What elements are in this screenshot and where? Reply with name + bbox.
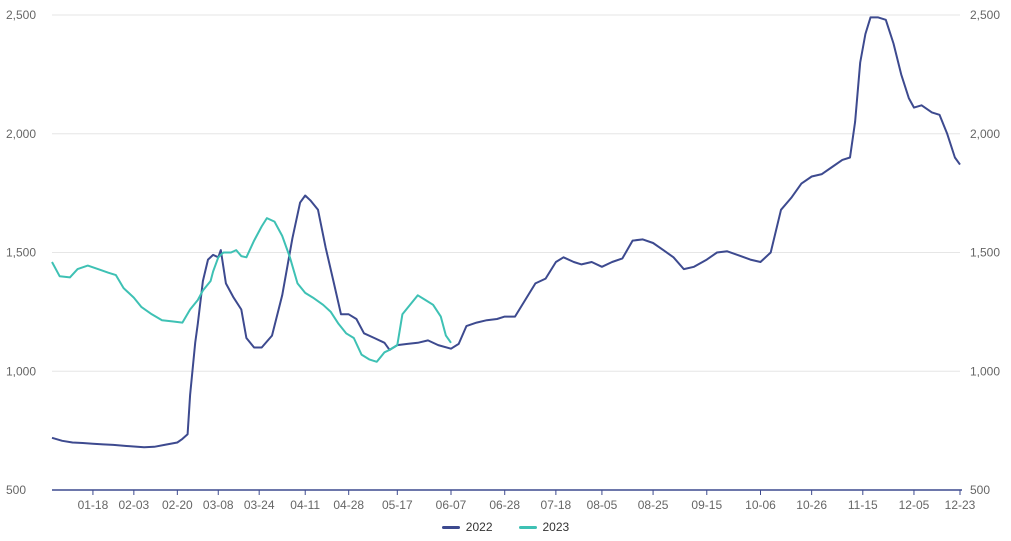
x-tick-label: 11-15 <box>848 498 878 512</box>
legend-swatch-2022 <box>441 525 460 529</box>
y-tick-label-right: 1,500 <box>970 246 1000 260</box>
x-tick-label: 03-08 <box>203 498 234 512</box>
x-tick-label: 03-24 <box>244 498 275 512</box>
series-lines <box>51 16 961 449</box>
legend-label-2022: 2022 <box>465 520 493 534</box>
series-line-2023[interactable] <box>51 217 452 363</box>
y-axis-right: 500 1,000 1,500 2,000 2,500 <box>970 8 1000 497</box>
y-tick-label-right: 1,000 <box>970 364 1000 378</box>
x-tick-label: 04-11 <box>290 498 320 512</box>
x-tick-label: 04-28 <box>333 498 364 512</box>
line-chart: 500 1,000 1,500 2,000 2,500 500 1,000 1,500 2,0… <box>6 8 1000 512</box>
y-tick-label-left: 500 <box>6 483 26 497</box>
x-tick-label: 02-20 <box>162 498 193 512</box>
x-tick-label: 07-18 <box>541 498 572 512</box>
y-tick-label-left: 2,000 <box>6 127 36 141</box>
x-tick-label: 10-06 <box>745 498 776 512</box>
x-tick-label: 08-05 <box>587 498 618 512</box>
legend-swatch-2023 <box>518 525 537 529</box>
legend: 2022 2023 <box>0 520 1011 534</box>
y-tick-label-right: 2,500 <box>970 8 1000 22</box>
legend-item-2022[interactable]: 2022 <box>441 520 493 534</box>
x-tick-label: 12-23 <box>945 498 976 512</box>
x-tick-labels: 01-18 02-03 02-20 03-08 03-24 04-11 04-28 05-17… <box>78 498 976 512</box>
x-tick-label: 09-15 <box>691 498 722 512</box>
y-tick-label-right: 500 <box>970 483 990 497</box>
x-tick-label: 05-17 <box>382 498 413 512</box>
series-line-2022[interactable] <box>51 16 961 449</box>
x-axis <box>52 489 962 495</box>
x-tick-label: 06-07 <box>436 498 467 512</box>
y-axis-left: 500 1,000 1,500 2,000 2,500 <box>6 8 36 497</box>
x-tick-label: 01-18 <box>78 498 109 512</box>
legend-item-2023[interactable]: 2023 <box>518 520 570 534</box>
y-tick-label-left: 1,000 <box>6 364 36 378</box>
legend-label-2023: 2023 <box>542 520 570 534</box>
x-tick-label: 12-05 <box>899 498 930 512</box>
y-tick-label-right: 2,000 <box>970 127 1000 141</box>
x-tick-label: 08-25 <box>638 498 669 512</box>
x-tick-label: 06-28 <box>489 498 520 512</box>
y-tick-label-left: 2,500 <box>6 8 36 22</box>
x-tick-label: 10-26 <box>796 498 827 512</box>
y-tick-label-left: 1,500 <box>6 246 36 260</box>
x-tick-label: 02-03 <box>118 498 149 512</box>
gridlines <box>52 14 960 372</box>
